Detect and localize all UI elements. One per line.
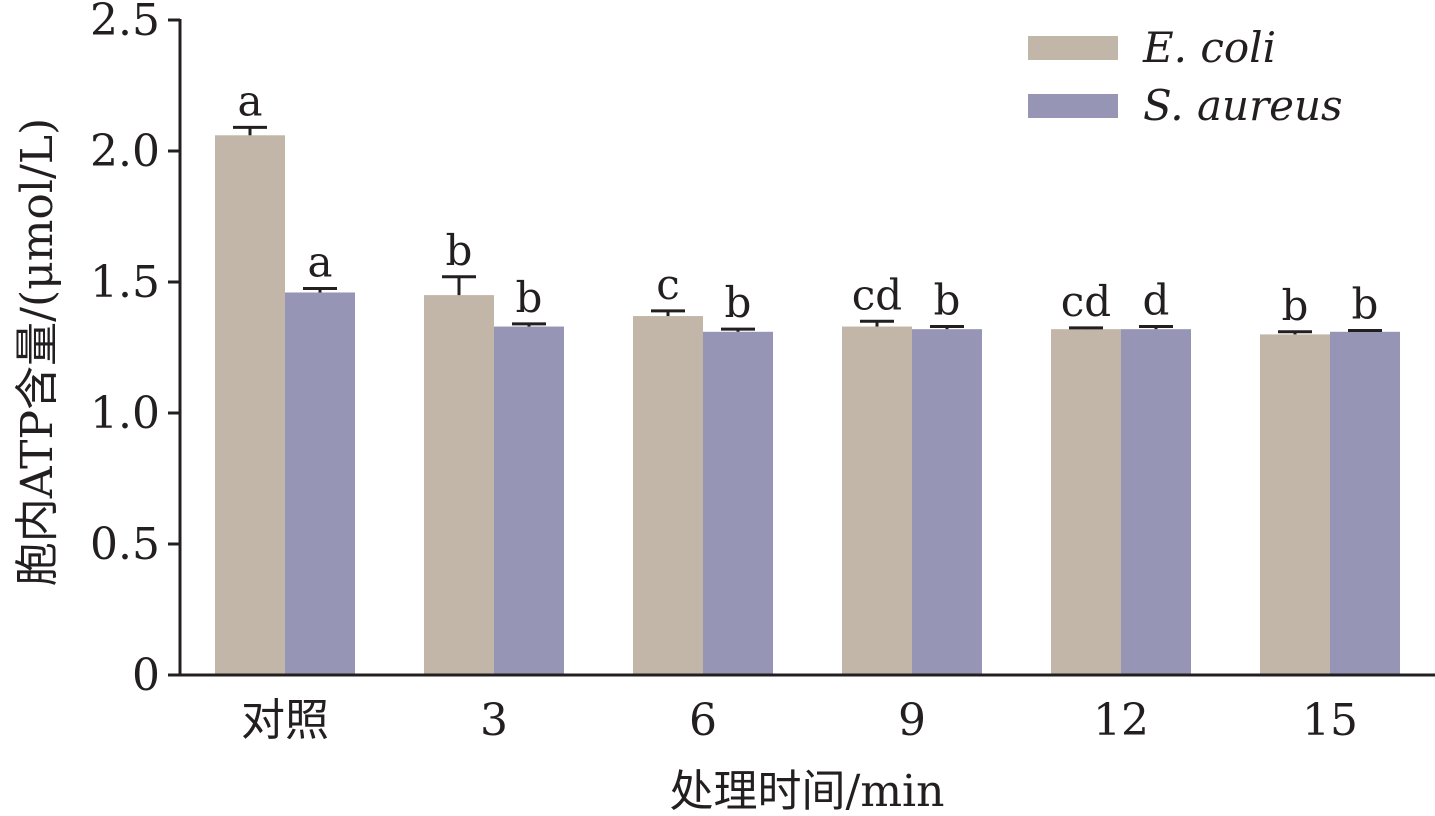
- y-tick-label: 0: [132, 650, 160, 701]
- significance-label: a: [237, 76, 262, 125]
- x-tick-label: 对照: [241, 695, 329, 746]
- error-bar: [860, 319, 894, 327]
- error-bar: [233, 125, 267, 136]
- x-tick-label: 3: [480, 695, 508, 746]
- significance-label: b: [725, 278, 752, 327]
- y-tick-label: 1.0: [90, 388, 160, 439]
- legend: E. coli S. aureus: [1028, 23, 1343, 130]
- axes-layer: [178, 19, 1435, 677]
- significance-label: d: [1143, 276, 1170, 325]
- x-tick-label: 12: [1093, 695, 1149, 746]
- error-bar: [512, 322, 546, 327]
- significance-label: b: [446, 226, 473, 275]
- bar-e-coli-1: [424, 295, 494, 675]
- error-bar: [303, 287, 337, 293]
- significance-label: b: [1352, 279, 1379, 328]
- bar-s-aureus-3: [912, 329, 982, 675]
- bars-layer: [215, 135, 1400, 675]
- bar-s-aureus-5: [1330, 331, 1400, 675]
- y-tick-label: 1.5: [90, 257, 160, 308]
- error-bar: [1278, 330, 1312, 335]
- significance-label: c: [656, 260, 680, 309]
- significance-labels-layer: aa bb c b cd b cd d b b: [237, 76, 1378, 329]
- significance-label: b: [1282, 281, 1309, 330]
- significance-label: cd: [1061, 277, 1111, 326]
- legend-label-s-aureus: S. aureus: [1143, 81, 1343, 130]
- x-tick-label: 6: [689, 695, 717, 746]
- error-bar: [442, 275, 476, 296]
- bar-e-coli-3: [842, 326, 912, 675]
- legend-label-e-coli: E. coli: [1142, 23, 1276, 72]
- bar-s-aureus-2: [703, 331, 773, 675]
- y-tick-label: 2.0: [90, 126, 160, 177]
- error-bar: [721, 327, 755, 332]
- bar-e-coli-4: [1051, 329, 1121, 675]
- legend-swatch-e-coli: [1028, 36, 1118, 60]
- error-bar: [1348, 328, 1382, 332]
- bar-s-aureus-1: [494, 326, 564, 675]
- bar-e-coli-0: [215, 135, 285, 675]
- bar-e-coli-2: [633, 316, 703, 675]
- significance-label: cd: [852, 270, 902, 319]
- x-ticks-layer: 对照 3 6 9 12 15: [241, 695, 1358, 746]
- significance-label: b: [516, 273, 543, 322]
- error-bar: [651, 309, 685, 317]
- significance-label: a: [307, 238, 332, 287]
- error-bar: [1139, 325, 1173, 330]
- error-bar: [1069, 326, 1103, 330]
- y-axis-title: 胞内ATP含量/(μmol/L): [12, 118, 63, 586]
- bar-s-aureus-4: [1121, 329, 1191, 675]
- significance-label: b: [934, 276, 961, 325]
- y-tick-label: 2.5: [90, 0, 160, 46]
- error-bars-layer: [233, 125, 1382, 335]
- legend-swatch-s-aureus: [1028, 94, 1118, 118]
- error-bar: [930, 325, 964, 330]
- x-tick-label: 9: [898, 695, 926, 746]
- x-axis-title: 处理时间/min: [670, 766, 945, 816]
- y-tick-label: 0.5: [90, 519, 160, 570]
- x-tick-label: 15: [1302, 695, 1358, 746]
- y-ticks-layer: 0 0.5 1.0 1.5 2.0 2.5: [90, 0, 180, 701]
- bar-s-aureus-0: [285, 292, 355, 675]
- bar-e-coli-5: [1260, 334, 1330, 675]
